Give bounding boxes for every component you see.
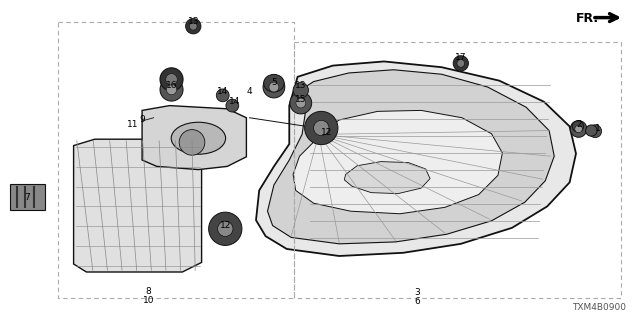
Ellipse shape xyxy=(586,125,597,136)
Text: 12: 12 xyxy=(220,221,231,230)
Text: 7: 7 xyxy=(25,193,30,202)
Text: 15: 15 xyxy=(295,95,307,104)
Circle shape xyxy=(166,84,177,95)
Text: 8: 8 xyxy=(146,287,151,296)
Circle shape xyxy=(216,89,229,102)
Circle shape xyxy=(457,60,465,67)
Circle shape xyxy=(305,111,338,145)
Polygon shape xyxy=(256,61,576,256)
Circle shape xyxy=(293,83,308,98)
Text: 5: 5 xyxy=(271,78,276,87)
Text: 17: 17 xyxy=(455,53,467,62)
Circle shape xyxy=(314,120,329,136)
Text: 3: 3 xyxy=(415,288,420,297)
Circle shape xyxy=(570,121,587,137)
Circle shape xyxy=(186,19,201,34)
Circle shape xyxy=(290,92,312,114)
Circle shape xyxy=(226,99,239,112)
Polygon shape xyxy=(142,106,246,170)
FancyBboxPatch shape xyxy=(10,184,45,210)
Circle shape xyxy=(575,125,582,133)
Polygon shape xyxy=(293,110,502,214)
Text: 9: 9 xyxy=(140,115,145,124)
Circle shape xyxy=(453,56,468,71)
Circle shape xyxy=(189,22,197,30)
Text: 1: 1 xyxy=(595,124,600,132)
Text: 11: 11 xyxy=(127,120,139,129)
Ellipse shape xyxy=(172,122,226,154)
Text: 14: 14 xyxy=(228,97,240,106)
Circle shape xyxy=(296,98,306,108)
Circle shape xyxy=(263,76,285,98)
Circle shape xyxy=(166,74,177,85)
Circle shape xyxy=(209,212,242,245)
Polygon shape xyxy=(268,70,554,244)
Ellipse shape xyxy=(264,75,284,92)
Text: 13: 13 xyxy=(295,81,307,90)
Ellipse shape xyxy=(572,121,584,132)
Text: 2: 2 xyxy=(577,120,582,129)
Text: 10: 10 xyxy=(143,296,154,305)
Text: TXM4B0900: TXM4B0900 xyxy=(572,303,626,312)
Circle shape xyxy=(160,78,183,101)
Polygon shape xyxy=(74,139,202,272)
Text: FR.: FR. xyxy=(576,12,599,25)
Circle shape xyxy=(589,125,602,138)
Text: 16: 16 xyxy=(166,81,177,90)
Text: 6: 6 xyxy=(415,297,420,306)
Polygon shape xyxy=(344,162,430,194)
Text: 14: 14 xyxy=(217,87,228,96)
Circle shape xyxy=(179,130,205,155)
Circle shape xyxy=(160,68,183,91)
Text: 4: 4 xyxy=(247,87,252,96)
Text: 12: 12 xyxy=(321,128,332,137)
Circle shape xyxy=(218,221,233,236)
Text: 13: 13 xyxy=(188,17,199,26)
Circle shape xyxy=(269,82,279,92)
